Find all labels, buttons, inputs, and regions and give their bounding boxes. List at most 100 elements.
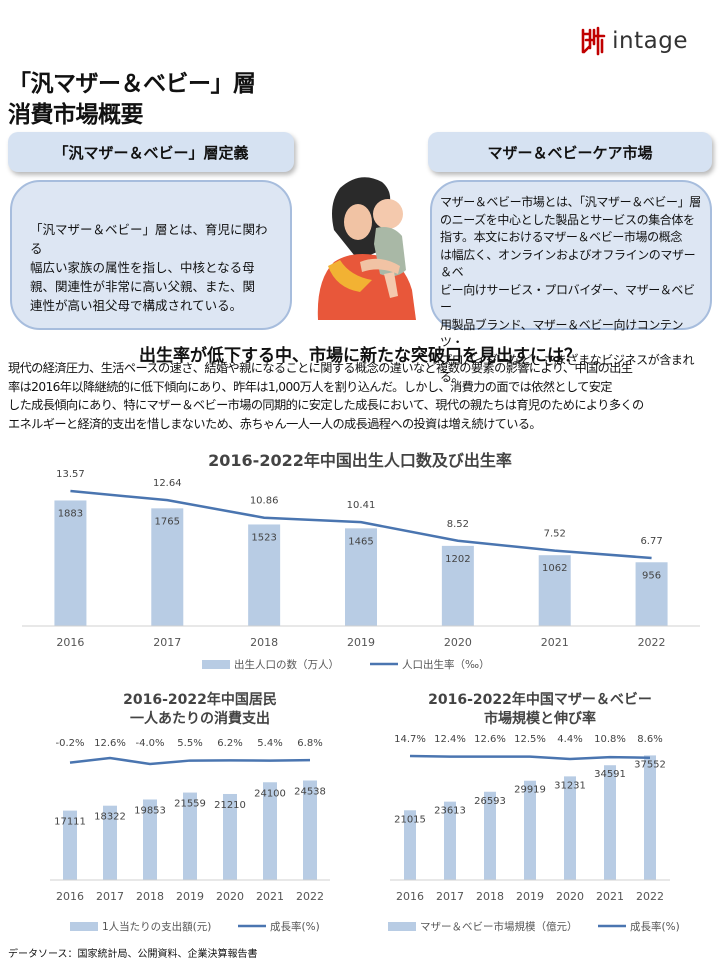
x-tick-label: 2021 <box>256 890 284 903</box>
x-tick-label: 2022 <box>638 636 666 649</box>
rate-label: 14.7% <box>394 734 426 745</box>
market-line: は幅広く、オンラインおよびオフラインのマザー＆ベ <box>440 247 696 280</box>
bar-value-label: 21015 <box>394 814 426 825</box>
chart-bar <box>644 755 656 880</box>
bar-value-label: 26593 <box>474 796 506 807</box>
rate-label: 6.77 <box>640 536 662 547</box>
mother-baby-illustration <box>317 177 416 320</box>
brand-name: intage <box>612 28 688 54</box>
chart-bar <box>248 524 281 626</box>
chart-bar <box>63 810 77 880</box>
x-tick-label: 2021 <box>541 636 569 649</box>
chart-bar <box>524 780 536 880</box>
chart-bar <box>143 799 157 880</box>
chart-bar <box>604 765 616 880</box>
bar-value-label: 1202 <box>445 554 470 565</box>
birth-chart: 2016-2022年中国出生人口数及び出生率 1883 1765 1523 1465 12… <box>22 451 700 671</box>
intro-paragraph: 現代の経済圧力、生活ペースの速さ、結婚や親になることに関する概念の違いなど複数の… <box>8 359 714 433</box>
definition-line: 幅広い家族の属性を指し、中核となる母 <box>30 260 255 275</box>
chart-bar <box>635 562 668 626</box>
definition-line: 親、関連性が非常に高い父親、また、関 <box>30 279 256 294</box>
rate-label: 12.4% <box>434 734 466 745</box>
bar-value-label: 37552 <box>634 759 666 770</box>
chart-title: 2016-2022年中国出生人口数及び出生率 <box>208 451 512 470</box>
x-tick-label: 2016 <box>56 636 84 649</box>
brand-logo: intage <box>580 26 688 56</box>
legend-bar-swatch <box>388 922 416 931</box>
x-tick-label: 2017 <box>96 890 124 903</box>
x-tick-label: 2018 <box>136 890 164 903</box>
legend-bar-label: 1人当たりの支出額(元) <box>102 920 211 933</box>
market-line: 用製品ブランド、マザー＆ベビー向けコンテンツ・ <box>440 317 684 350</box>
legend-line-label: 人口出生率（‰） <box>402 658 490 671</box>
chart-title: 2016-2022年中国居民 <box>123 691 277 708</box>
bar-value-label: 1523 <box>251 532 276 543</box>
chart-bar <box>444 801 456 880</box>
x-tick-label: 2019 <box>516 890 544 903</box>
bar-value-label: 31231 <box>554 780 586 791</box>
data-source-note: データソース：国家統計局、公開資料、企業決算報告書 <box>8 949 258 960</box>
rate-label: 12.6% <box>474 734 506 745</box>
bar-value-label: 29919 <box>514 785 546 796</box>
x-tick-label: 2017 <box>436 890 464 903</box>
bar-value-label: 21210 <box>214 800 246 811</box>
x-tick-label: 2022 <box>636 890 664 903</box>
chart-bar <box>263 782 277 880</box>
chart-bar <box>441 545 474 626</box>
chart-title: 市場規模と伸び率 <box>484 710 596 727</box>
rate-label: 7.52 <box>544 529 566 540</box>
bar-value-label: 1465 <box>348 536 373 547</box>
chart-bar <box>404 810 416 880</box>
intro-line: した成長傾向にあり、特にマザー＆ベビー市場の同期的に安定した成長において、現代の… <box>8 398 644 412</box>
legend-bar-swatch <box>70 922 98 931</box>
rate-label: -0.2% <box>55 738 84 749</box>
x-tick-label: 2022 <box>296 890 324 903</box>
x-tick-label: 2020 <box>444 636 472 649</box>
section-headline: 出生率が低下する中、市場に新たな突破口を見出すには？ <box>139 346 581 366</box>
x-tick-label: 2017 <box>153 636 181 649</box>
legend-line-label: 成長率(%) <box>270 920 320 933</box>
definition-line: 連性が高い祖父母で構成されている。 <box>30 298 243 313</box>
definition-box: 「汎マザー＆ベビー」層とは、育児に関わる 幅広い家族の属性を指し、中核となる母 … <box>10 180 292 330</box>
bar-value-label: 1883 <box>58 508 83 519</box>
x-tick-label: 2021 <box>596 890 624 903</box>
chart-bar <box>103 805 117 880</box>
rate-label: 12.5% <box>514 734 546 745</box>
market-line: マザー＆ベビー市場とは、「汎マザー＆ベビー」層 <box>440 195 701 209</box>
intro-line: エネルギーと経済的支出を惜しまないため、赤ちゃん一人一人の成長過程への投資は増え… <box>8 416 542 431</box>
market-line: ビー向けサービス・プロバイダー、マザー＆ベビー <box>440 282 695 315</box>
rate-label: 13.57 <box>56 469 85 480</box>
bar-value-label: 24538 <box>294 786 326 797</box>
market-line: 指す。本文におけるマザー＆ベビー市場の概念 <box>440 230 682 244</box>
x-tick-label: 2018 <box>250 636 278 649</box>
x-tick-label: 2018 <box>476 890 504 903</box>
chart-bar <box>151 508 184 626</box>
rate-label: 6.2% <box>217 738 242 749</box>
intro-line: 現代の経済圧力、生活ペースの速さ、結婚や親になることに関する概念の違いなど複数の… <box>8 361 633 375</box>
rate-label: 6.8% <box>297 738 322 749</box>
chart-bar <box>538 555 571 626</box>
rate-label: 10.41 <box>347 500 376 511</box>
legend-bar-label: マザー＆ベビー市場規模（億元） <box>420 920 578 933</box>
chart-bar <box>564 776 576 880</box>
chart-bar <box>303 780 317 880</box>
bar-value-label: 1062 <box>542 563 567 574</box>
market-line: プロバイダーなど、さまざまなビジネスが含まれる。 <box>440 352 695 385</box>
bar-value-label: 21559 <box>174 799 206 810</box>
chart-title: 2016-2022年中国マザー＆ベビー <box>428 691 652 708</box>
market-box: マザー＆ベビー市場とは、「汎マザー＆ベビー」層 のニーズを中心とした製品とサービ… <box>430 180 712 384</box>
page-title-line-1: 「汎マザー＆ベビー」層 <box>8 71 256 97</box>
legend-bar-label: 出生人口の数（万人） <box>234 658 339 671</box>
x-tick-label: 2019 <box>176 890 204 903</box>
chart-title: 一人あたりの消費支出 <box>130 710 270 727</box>
rate-label: 12.64 <box>153 478 182 489</box>
rate-label: 10.8% <box>594 734 626 745</box>
x-tick-label: 2020 <box>556 890 584 903</box>
market-line: のニーズを中心とした製品とサービスの集合体を <box>440 212 695 227</box>
rate-label: 12.6% <box>94 738 126 749</box>
bar-value-label: 1765 <box>155 516 180 527</box>
definition-line: 「汎マザー＆ベビー」層とは、育児に関わる <box>30 222 268 256</box>
legend-line-label: 成長率(%) <box>630 920 680 933</box>
